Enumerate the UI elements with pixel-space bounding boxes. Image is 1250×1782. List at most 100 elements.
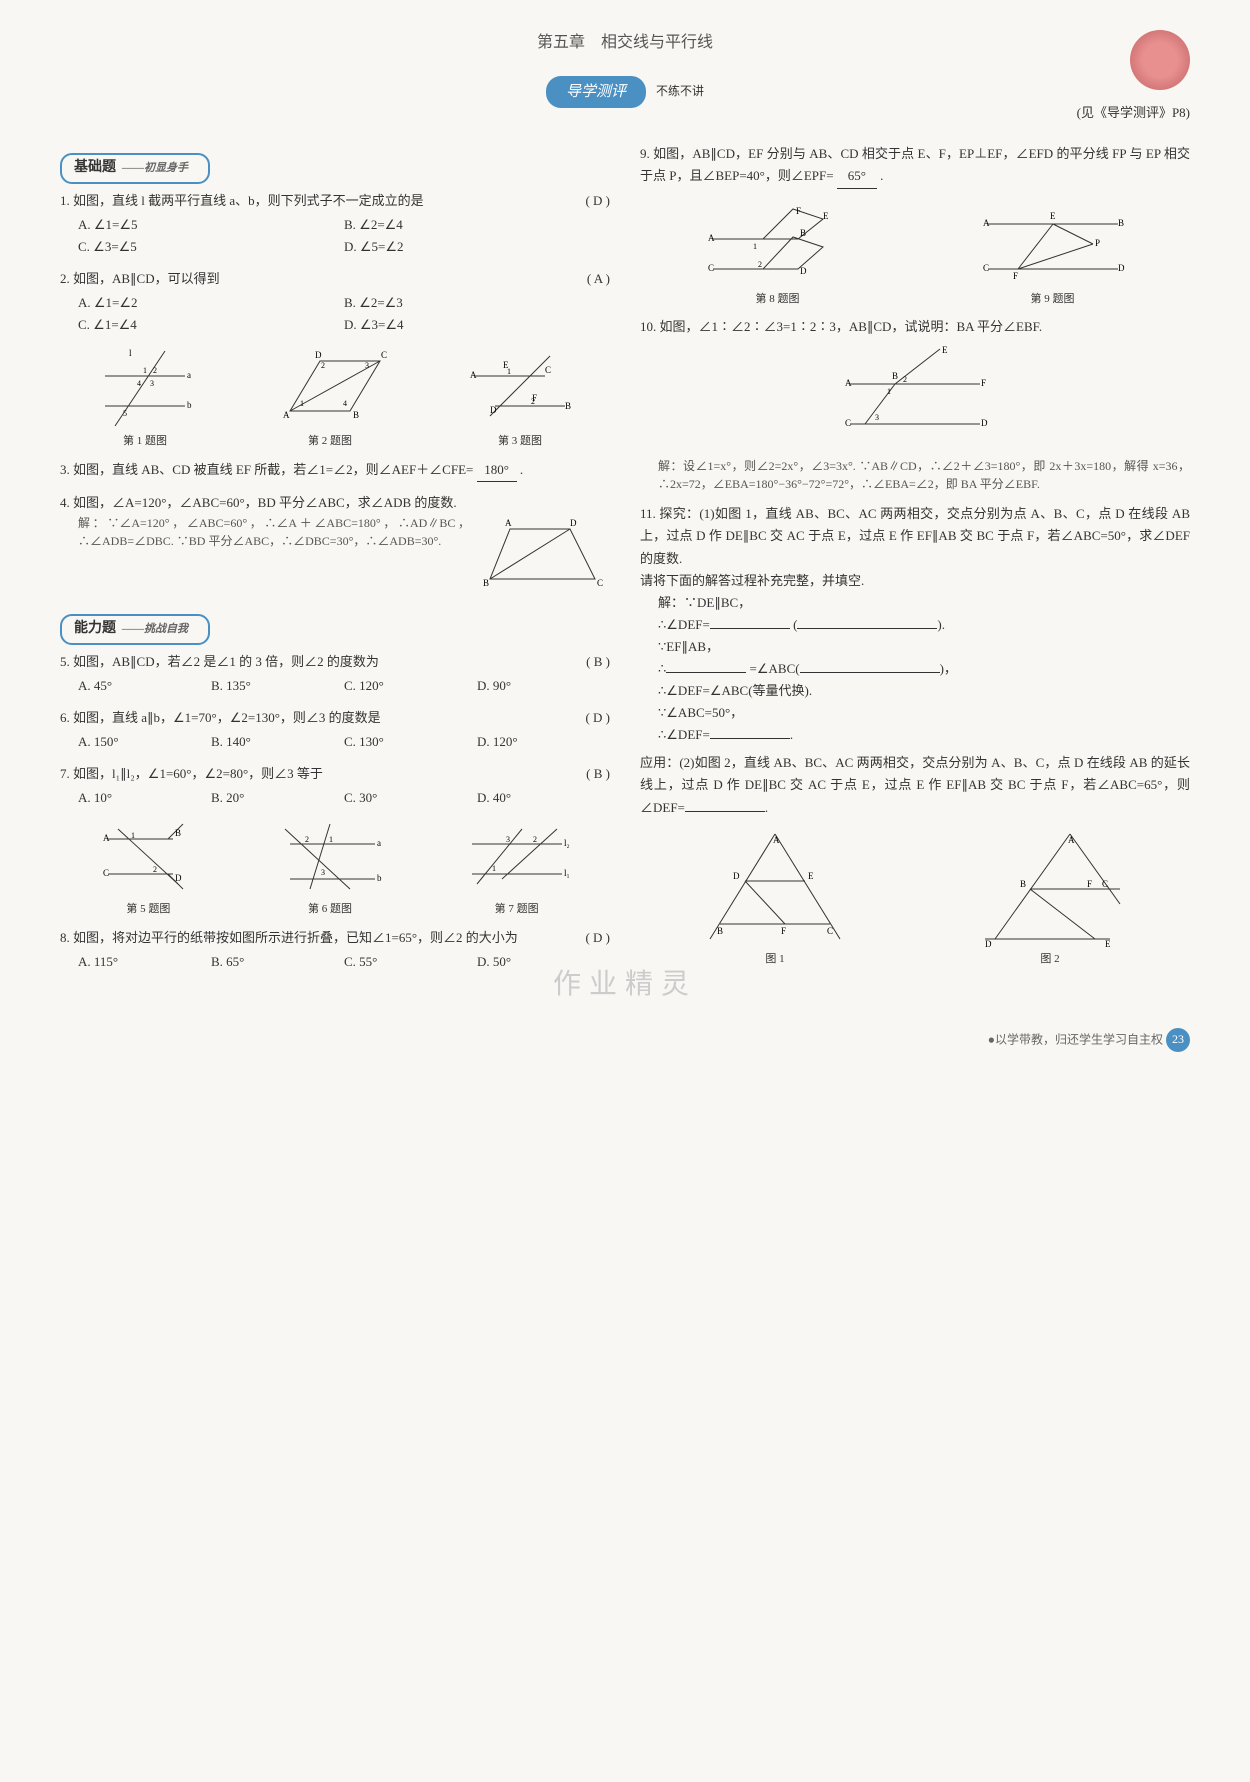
q2-ans: ( A ) bbox=[587, 268, 610, 290]
svg-text:3: 3 bbox=[506, 835, 510, 844]
q3-blank: 180° bbox=[477, 459, 517, 482]
svg-text:B: B bbox=[1118, 218, 1124, 228]
fig6: a b 21 3 第 6 题图 bbox=[275, 819, 385, 919]
q9-text: 9. 如图，AB∥CD，EF 分别与 AB、CD 相交于点 E、F，EP⊥EF，… bbox=[640, 146, 1190, 183]
fig9-label: 第 9 题图 bbox=[1031, 293, 1075, 305]
svg-text:C: C bbox=[708, 263, 714, 273]
svg-text:2: 2 bbox=[321, 361, 325, 370]
q6-optC: C. 130° bbox=[344, 731, 477, 753]
svg-text:A: A bbox=[103, 833, 110, 843]
svg-text:1: 1 bbox=[143, 366, 147, 375]
q8: 8. 如图，将对边平行的纸带按如图所示进行折叠，已知∠1=65°，则∠2 的大小… bbox=[60, 927, 610, 973]
q8-text: 8. 如图，将对边平行的纸带按如图所示进行折叠，已知∠1=65°，则∠2 的大小… bbox=[60, 930, 518, 945]
q8-optB: B. 65° bbox=[211, 951, 344, 973]
footer-motto: ●以学带教，归还学生学习自主权 bbox=[988, 1032, 1163, 1046]
svg-text:P: P bbox=[1095, 238, 1100, 248]
svg-text:4: 4 bbox=[343, 399, 347, 408]
svg-text:1: 1 bbox=[329, 835, 333, 844]
svg-text:F: F bbox=[981, 378, 986, 388]
q11-l2: ∴∠DEF= (). bbox=[658, 614, 1190, 636]
svg-text:l: l bbox=[129, 348, 132, 358]
q10: 10. 如图，∠1∶∠2∶∠3=1∶2∶3，AB∥CD，试说明：BA 平分∠EB… bbox=[640, 316, 1190, 493]
fig10: ABF CD E 12 3 bbox=[835, 344, 995, 444]
svg-text:D: D bbox=[981, 418, 988, 428]
q3-tail: . bbox=[520, 462, 523, 477]
svg-text:3: 3 bbox=[321, 868, 325, 877]
svg-text:D: D bbox=[315, 350, 322, 360]
svg-text:E: E bbox=[1105, 939, 1111, 949]
svg-text:2: 2 bbox=[758, 260, 762, 269]
q11-app: 应用：(2)如图 2，直线 AB、BC、AC 两两相交，交点分别为 A、B、C，… bbox=[640, 752, 1190, 818]
q11-l4: ∴ =∠ABC()， bbox=[658, 658, 1190, 680]
q6-ans: ( D ) bbox=[585, 707, 610, 729]
svg-text:E: E bbox=[1050, 211, 1056, 221]
fig3: AEC DFB 12 第 3 题图 bbox=[465, 346, 575, 451]
svg-text:E: E bbox=[808, 871, 814, 881]
svg-text:A: A bbox=[283, 410, 290, 420]
svg-text:2: 2 bbox=[533, 835, 537, 844]
svg-text:2: 2 bbox=[153, 865, 157, 874]
svg-text:2: 2 bbox=[305, 835, 309, 844]
q4-sol: 解：∵∠A=120°，∠ABC=60°，∴∠A＋∠ABC=180°，∴AD∥BC… bbox=[78, 514, 470, 594]
svg-text:1: 1 bbox=[753, 242, 757, 251]
q1-ans: ( D ) bbox=[585, 190, 610, 212]
section-ability: 能力题——挑战自我 bbox=[60, 614, 210, 644]
q5-optD: D. 90° bbox=[477, 675, 610, 697]
q11-l1: 解：∵DE∥BC， bbox=[658, 592, 1190, 614]
svg-text:C: C bbox=[845, 418, 851, 428]
q2-text: 2. 如图，AB∥CD，可以得到 bbox=[60, 271, 220, 286]
q3: 3. 如图，直线 AB、CD 被直线 EF 所截，若∠1=∠2，则∠AEF＋∠C… bbox=[60, 459, 610, 482]
svg-text:A: A bbox=[708, 233, 715, 243]
q2-optB: B. ∠2=∠3 bbox=[344, 292, 610, 314]
svg-text:C: C bbox=[381, 350, 387, 360]
q11-l7: ∴∠DEF=. bbox=[658, 724, 1190, 746]
q11: 11. 探究：(1)如图 1，直线 AB、BC、AC 两两相交，交点分别为点 A… bbox=[640, 503, 1190, 818]
svg-text:B: B bbox=[353, 410, 359, 420]
svg-text:a: a bbox=[377, 838, 381, 848]
svg-text:1: 1 bbox=[300, 399, 304, 408]
q7-optB: B. 20° bbox=[211, 787, 344, 809]
q9-tail: . bbox=[880, 168, 883, 183]
svg-text:l₁: l₁ bbox=[564, 868, 570, 878]
figs-11: A DE BFC 图 1 A BC DFE 图 2 bbox=[640, 829, 1190, 969]
svg-text:B: B bbox=[565, 401, 571, 411]
svg-text:1: 1 bbox=[887, 387, 891, 396]
figs-567: AB CD 12 第 5 题图 a b 21 3 第 6 题图 l₂ l₁ bbox=[60, 819, 610, 919]
svg-text:C: C bbox=[1102, 879, 1108, 889]
q11-intro: 11. 探究：(1)如图 1，直线 AB、BC、AC 两两相交，交点分别为点 A… bbox=[640, 503, 1190, 569]
svg-text:A: A bbox=[773, 835, 780, 845]
figs-89: AB CD FE 12 第 8 题图 AEB CFD P 第 9 题图 bbox=[640, 199, 1190, 309]
fig11-1-label: 图 1 bbox=[765, 953, 784, 965]
q1-optC: C. ∠3=∠5 bbox=[78, 236, 344, 258]
svg-text:D: D bbox=[570, 518, 577, 528]
svg-text:l₂: l₂ bbox=[564, 838, 570, 848]
svg-text:D: D bbox=[733, 871, 740, 881]
svg-text:C: C bbox=[103, 868, 109, 878]
q2-optC: C. ∠1=∠4 bbox=[78, 314, 344, 336]
q7-optC: C. 30° bbox=[344, 787, 477, 809]
svg-text:3: 3 bbox=[875, 413, 879, 422]
fig9: AEB CFD P 第 9 题图 bbox=[978, 199, 1128, 309]
q10-text: 10. 如图，∠1∶∠2∶∠3=1∶2∶3，AB∥CD，试说明：BA 平分∠EB… bbox=[640, 319, 1042, 334]
q4-text: 4. 如图，∠A=120°，∠ABC=60°，BD 平分∠ABC，求∠ADB 的… bbox=[60, 495, 457, 510]
q9: 9. 如图，AB∥CD，EF 分别与 AB、CD 相交于点 E、F，EP⊥EF，… bbox=[640, 143, 1190, 188]
svg-text:E: E bbox=[823, 211, 829, 221]
fig6-label: 第 6 题图 bbox=[308, 903, 352, 915]
fig1: a b l 12 43 5 第 1 题图 bbox=[95, 346, 195, 451]
svg-text:C: C bbox=[827, 926, 833, 936]
svg-text:B: B bbox=[892, 371, 898, 381]
svg-text:1: 1 bbox=[131, 831, 135, 840]
svg-text:A: A bbox=[1068, 835, 1075, 845]
q7-optD: D. 40° bbox=[477, 787, 610, 809]
q7-optA: A. 10° bbox=[78, 787, 211, 809]
chapter-title: 第五章 相交线与平行线 bbox=[60, 30, 1190, 56]
fig11-2-label: 图 2 bbox=[1040, 953, 1059, 965]
q2-optD: D. ∠3=∠4 bbox=[344, 314, 610, 336]
banner-label: 导学测评 bbox=[546, 76, 646, 108]
svg-text:F: F bbox=[1087, 879, 1092, 889]
q6-optA: A. 150° bbox=[78, 731, 211, 753]
fig11-2: A BC DFE 图 2 bbox=[975, 829, 1125, 969]
q1: 1. 如图，直线 l 截两平行直线 a、b，则下列式子不一定成立的是 ( D )… bbox=[60, 190, 610, 258]
svg-text:E: E bbox=[942, 345, 948, 355]
q11-prompt: 请将下面的解答过程补充完整，并填空. bbox=[640, 570, 1190, 592]
